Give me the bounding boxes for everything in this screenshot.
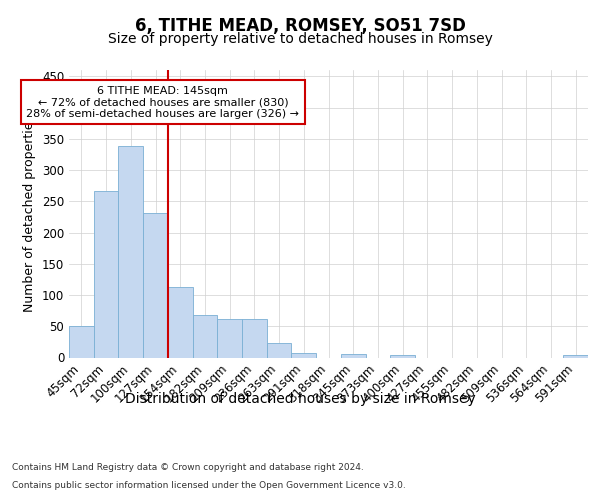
Bar [267, 342, 292, 357]
Bar [69, 326, 94, 358]
Bar [168, 287, 193, 358]
Text: 6 TITHE MEAD: 145sqm
← 72% of detached houses are smaller (830)
28% of semi-deta: 6 TITHE MEAD: 145sqm ← 72% of detached h… [26, 86, 299, 119]
Bar [390, 355, 415, 358]
Bar [143, 212, 168, 358]
Bar [94, 190, 118, 358]
Bar [563, 355, 588, 358]
Bar [292, 353, 316, 358]
Text: Distribution of detached houses by size in Romsey: Distribution of detached houses by size … [125, 392, 475, 406]
Bar [193, 315, 217, 358]
Text: 6, TITHE MEAD, ROMSEY, SO51 7SD: 6, TITHE MEAD, ROMSEY, SO51 7SD [134, 18, 466, 36]
Bar [242, 320, 267, 358]
Bar [118, 146, 143, 358]
Text: Size of property relative to detached houses in Romsey: Size of property relative to detached ho… [107, 32, 493, 46]
Bar [341, 354, 365, 358]
Text: Contains HM Land Registry data © Crown copyright and database right 2024.: Contains HM Land Registry data © Crown c… [12, 462, 364, 471]
Y-axis label: Number of detached properties: Number of detached properties [23, 116, 37, 312]
Bar [217, 319, 242, 358]
Text: Contains public sector information licensed under the Open Government Licence v3: Contains public sector information licen… [12, 481, 406, 490]
